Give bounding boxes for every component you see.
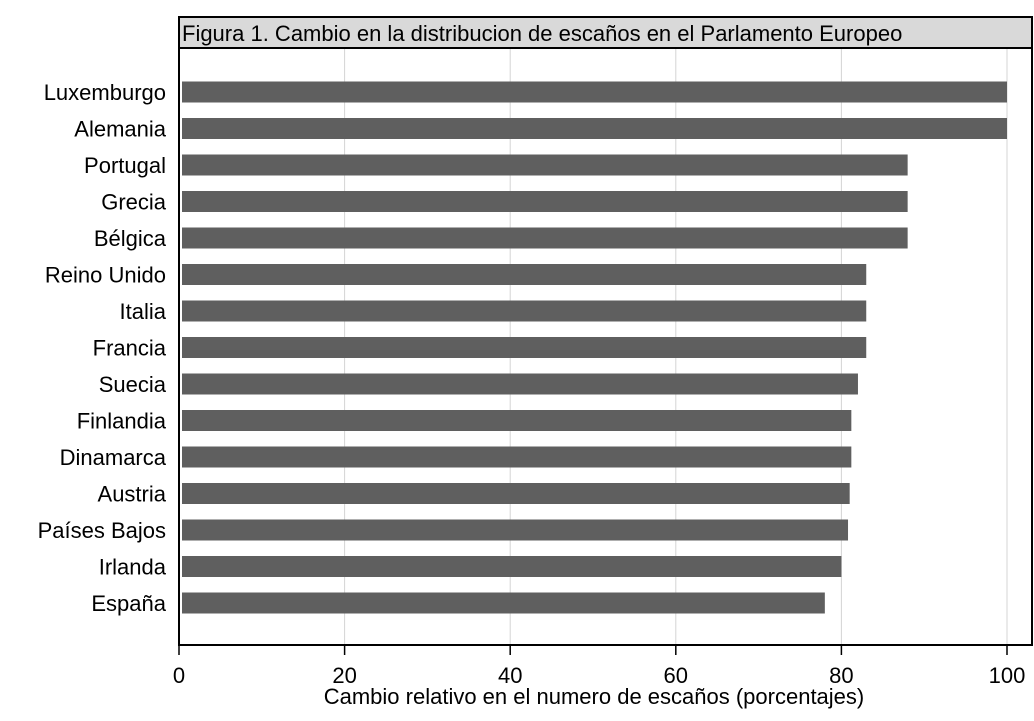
category-label: Italia [120, 299, 167, 324]
category-label: Grecia [101, 190, 167, 215]
category-label: Luxemburgo [44, 80, 166, 105]
tick-label: 40 [498, 663, 522, 688]
bar [182, 81, 1007, 103]
bar [182, 300, 867, 322]
bar [182, 556, 842, 577]
bars [182, 81, 1007, 614]
bar [182, 154, 908, 176]
tick-label: 100 [989, 663, 1026, 688]
x-axis-label: Cambio relativo en el numero de escaños … [324, 684, 865, 709]
category-labels: Luxemburgo Alemania Portugal Grecia Bélgica R… [38, 80, 167, 616]
category-label: Bélgica [94, 226, 167, 251]
bar [182, 227, 908, 249]
category-label: Suecia [99, 372, 167, 397]
chart-title: Figura 1. Cambio en la distribucion de e… [182, 21, 902, 46]
tick-label: 80 [829, 663, 853, 688]
category-label: Finlandia [77, 409, 167, 434]
category-label: Dinamarca [60, 445, 167, 470]
category-label: Portugal [84, 153, 166, 178]
bar [182, 118, 1007, 139]
bar [182, 264, 867, 285]
bar [182, 446, 852, 468]
tick-label: 20 [332, 663, 356, 688]
category-label: Alemania [74, 117, 166, 142]
bar [182, 483, 850, 504]
tick-label: 60 [664, 663, 688, 688]
chart-title-box [178, 16, 1033, 49]
category-label: Austria [98, 482, 167, 507]
bar [182, 519, 849, 541]
category-label: Países Bajos [38, 518, 166, 543]
bar [182, 337, 867, 358]
tick-label: 0 [173, 663, 185, 688]
category-label: Reino Unido [45, 263, 166, 288]
bar [182, 592, 825, 614]
bar [182, 410, 852, 431]
bar [182, 191, 908, 212]
category-label: España [91, 591, 166, 616]
bar [182, 373, 858, 395]
x-axis-ticks: 0 20 40 60 80 100 [173, 645, 1025, 688]
category-label: Francia [93, 336, 167, 361]
category-label: Irlanda [99, 555, 167, 580]
